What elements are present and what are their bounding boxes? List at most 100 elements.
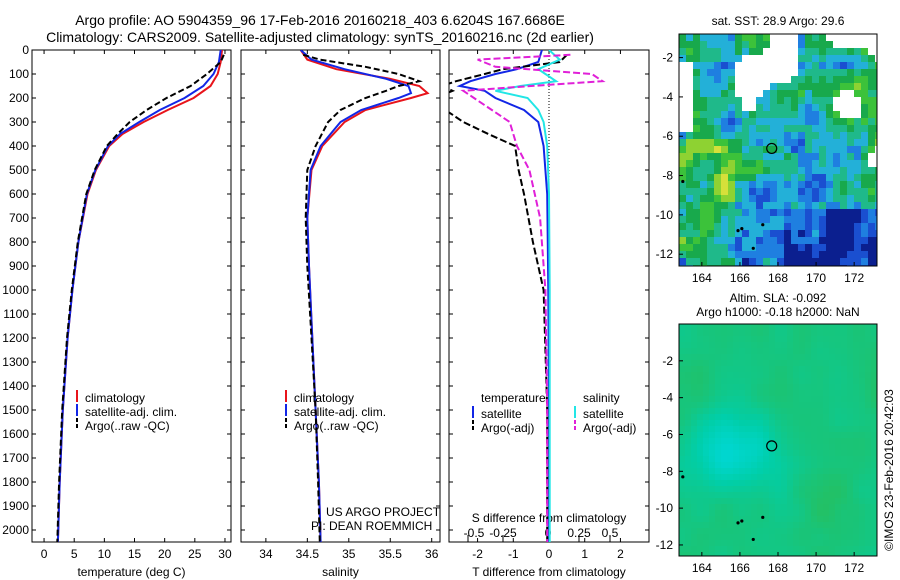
- y-tick-label: 1000: [2, 283, 29, 297]
- island-marker: [736, 521, 740, 525]
- diff-series-2: [495, 50, 562, 542]
- x-tick-label: 170: [806, 561, 826, 575]
- y-tick-label: 300: [9, 115, 29, 129]
- legend-label: satellite: [583, 407, 624, 421]
- y-tick-label: -12: [656, 538, 674, 552]
- annotation-pi: PI: DEAN ROEMMICH: [311, 519, 432, 533]
- island-marker: [736, 229, 740, 233]
- island-marker: [681, 179, 685, 184]
- x-tick-label: 15: [128, 547, 142, 561]
- y-tick-label: 100: [9, 67, 29, 81]
- x-tick-label: 168: [768, 561, 788, 575]
- y-tick-label: -2: [662, 51, 673, 65]
- legend-label: satellite: [481, 407, 522, 421]
- panel-sst_map: 164 166 168 170 172 -2 -4 -6 -8 -10 -12: [656, 33, 878, 285]
- y-tick-label: 1700: [2, 451, 29, 465]
- y-tick-label: -2: [662, 354, 673, 368]
- panel-difference: -2 -1 0 1 2-0.5 -0.25 0 0.25 0.5S difference fro…: [448, 49, 650, 579]
- y-tick-label: 1300: [2, 355, 29, 369]
- island-marker: [681, 475, 685, 479]
- s-tick-label: -0.25: [489, 526, 517, 540]
- legend-label: Argo(-adj): [583, 421, 636, 435]
- y-tick-label: 1500: [2, 403, 29, 417]
- temperature-axes-box: [31, 49, 232, 543]
- sst-map-title: sat. SST: 28.9 Argo: 29.6: [712, 14, 845, 28]
- chart-title-line1: Argo profile: AO 5904359_96 17-Feb-2016 …: [75, 12, 565, 28]
- x-axis-label: salinity: [322, 565, 359, 579]
- sla-map-title-2: Argo h1000: -0.18 h2000: NaN: [696, 305, 859, 319]
- legend-label: climatology: [85, 391, 145, 405]
- series-group: [56, 50, 225, 542]
- diff-series-0: [456, 50, 550, 542]
- y-tick-label: 900: [9, 259, 29, 273]
- x-tick-label: -2: [472, 547, 483, 561]
- series-line-0: [56, 50, 223, 542]
- x-tick-label: 0: [41, 547, 48, 561]
- x-tick-label: 25: [188, 547, 202, 561]
- y-tick-label: 500: [9, 163, 29, 177]
- salinity-axes-box: [240, 49, 441, 543]
- x-tick-label: 0: [546, 547, 553, 561]
- series-group: [299, 50, 430, 542]
- map-cells: [679, 34, 877, 266]
- annotation-project: US ARGO PROJECT: [326, 505, 441, 519]
- s-tick-label: -0.5: [464, 526, 485, 540]
- legend-label: Argo(-adj): [481, 421, 534, 435]
- panel-temperature: 0 5 10 15 20 25 300100200300400500600700800900…: [2, 43, 232, 579]
- y-tick-label: 1400: [2, 379, 29, 393]
- sla-map-title-1: Altim. SLA: -0.092: [730, 291, 827, 305]
- s-tick-label: 0.5: [602, 526, 619, 540]
- island-marker: [761, 515, 765, 519]
- x-tick-label: 168: [768, 271, 788, 285]
- y-tick-label: -8: [662, 169, 673, 183]
- diff-series-1: [449, 54, 568, 542]
- panel-salinity: 34 34.5 35 35.5 36 salinity climatologysatelli…: [240, 49, 441, 579]
- y-tick-label: 1600: [2, 427, 29, 441]
- series-group: [449, 50, 606, 542]
- y-tick-label: -4: [662, 90, 673, 104]
- legend-label: Argo(..raw -QC): [294, 419, 379, 433]
- x-tick-label: 35.5: [379, 547, 403, 561]
- y-tick-label: -10: [656, 501, 674, 515]
- x-tick-label: 172: [844, 561, 864, 575]
- x-tick-label: 1: [581, 547, 588, 561]
- y-tick-label: 800: [9, 235, 29, 249]
- legend-label: satellite-adj. clim.: [85, 405, 177, 419]
- imos-stamp: ©IMOS 23-Feb-2016 20:42:03: [882, 389, 896, 551]
- series-line-2: [56, 54, 225, 542]
- argo-position-marker: [766, 440, 778, 452]
- y-tick-label: 1100: [3, 307, 29, 321]
- map-cells: [679, 324, 877, 556]
- legend-header-salinity: salinity: [583, 391, 620, 405]
- chart-title-line2: Climatology: CARS2009. Satellite-adjuste…: [46, 29, 594, 45]
- y-tick-label: -12: [656, 247, 674, 261]
- y-tick-label: -6: [662, 129, 673, 143]
- x-tick-label: 5: [71, 547, 78, 561]
- y-tick-label: -6: [662, 427, 673, 441]
- x-tick-label: 170: [806, 271, 826, 285]
- x-tick-label: 34.5: [296, 547, 320, 561]
- y-tick-label: 700: [9, 211, 29, 225]
- series-line-1: [300, 50, 413, 542]
- x-tick-label: 20: [158, 547, 172, 561]
- y-tick-label: 200: [9, 91, 29, 105]
- x-tick-label: 172: [844, 271, 864, 285]
- island-marker: [751, 537, 755, 542]
- x-tick-label: 34: [259, 547, 273, 561]
- y-tick-label: 1200: [2, 331, 29, 345]
- x-tick-label: 30: [218, 547, 232, 561]
- series-line-2: [302, 53, 423, 542]
- y-tick-label: 0: [22, 43, 29, 57]
- panel-sla_map: 164 166 168 170 172 -2 -4 -6 -8 -10 -12: [656, 323, 878, 575]
- x-axis-label: temperature (deg C): [77, 565, 185, 579]
- x-tick-label: 2: [617, 547, 624, 561]
- series-line-0: [299, 50, 430, 542]
- x-tick-label: 164: [692, 561, 712, 575]
- y-tick-label: 1900: [2, 499, 29, 513]
- x-tick-label: 36: [425, 547, 439, 561]
- y-tick-label: 600: [9, 187, 29, 201]
- legend-label: climatology: [294, 391, 354, 405]
- x-tick-label: 10: [98, 547, 112, 561]
- y-tick-label: 1800: [2, 475, 29, 489]
